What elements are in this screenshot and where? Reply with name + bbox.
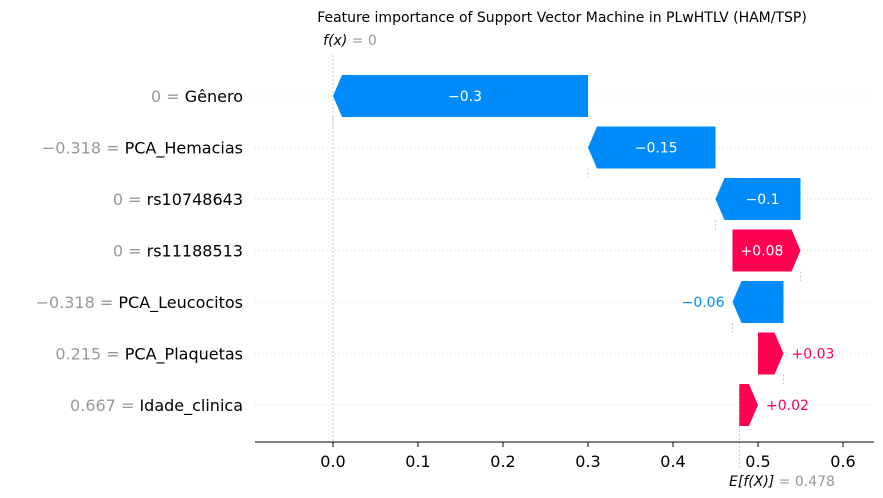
fx-annotation-value: = 0 — [347, 33, 377, 49]
fx-annotation-math: f(x) — [323, 33, 347, 49]
feature-name: rs10748643 — [147, 190, 243, 209]
waterfall-bar — [758, 332, 784, 375]
bar-value-label: +0.08 — [741, 244, 784, 260]
feature-value: 0.667 = — [70, 396, 139, 415]
waterfall-bar — [588, 126, 716, 169]
fx-annotation: f(x) = 0 — [323, 33, 377, 49]
feature-labels: −0.3 0 = Gênero −0.15 −0.318 = PCA_Hemacias… — [36, 87, 835, 416]
waterfall-bar — [739, 384, 758, 426]
feature-value: −0.318 = — [42, 139, 125, 158]
x-tick-label: 0.0 — [320, 452, 345, 471]
feature-name: PCA_Hemacias — [125, 139, 243, 159]
bar-value-label: +0.02 — [766, 398, 809, 414]
feature-label: 0.215 = PCA_Plaquetas — [55, 345, 243, 365]
reference-lines — [332, 55, 801, 470]
x-tick-label: 0.3 — [575, 452, 600, 471]
feature-value: −0.318 = — [36, 293, 119, 312]
feature-value: 0.215 = — [55, 345, 124, 364]
feature-label: −0.318 = PCA_Leucocitos — [36, 293, 243, 313]
feature-name: Idade_clinica — [139, 396, 243, 416]
feature-value: 0 = — [113, 242, 147, 261]
x-axis: 0.0 0.1 0.2 0.3 0.4 0.5 0.6 — [255, 441, 874, 471]
x-tick-label: 0.6 — [830, 452, 855, 471]
feature-name: PCA_Plaquetas — [125, 345, 243, 365]
feature-value: 0 = — [113, 190, 147, 209]
chart-title: Feature importance of Support Vector Mac… — [317, 10, 807, 26]
feature-name: rs11188513 — [147, 242, 243, 261]
bar-value-label: +0.03 — [792, 347, 835, 363]
feature-label: 0.667 = Idade_clinica — [70, 396, 243, 416]
bar-value-label: −0.06 — [682, 295, 725, 311]
feature-name: PCA_Leucocitos — [118, 293, 243, 313]
feature-value: 0 = — [151, 87, 185, 106]
feature-label: −0.318 = PCA_Hemacias — [42, 139, 243, 159]
x-tick-label: 0.5 — [745, 452, 770, 471]
x-tick-label: 0.1 — [405, 452, 430, 471]
bar-value-label: −0.1 — [746, 192, 780, 208]
ef-annotation-value: = 0.478 — [774, 474, 835, 490]
feature-label: 0 = rs11188513 — [113, 242, 243, 261]
bar-value-label: −0.15 — [635, 141, 678, 157]
feature-name: Gênero — [185, 87, 243, 106]
x-tick-label: 0.2 — [490, 452, 515, 471]
bar-value-label: −0.3 — [448, 89, 482, 105]
feature-label: 0 = rs10748643 — [113, 190, 243, 209]
waterfall-bar — [333, 75, 588, 117]
ef-annotation-math: E[f(X)] — [729, 474, 774, 490]
ef-annotation: E[f(X)] = 0.478 — [729, 474, 835, 490]
waterfall-bar — [715, 178, 801, 220]
waterfall-bar — [732, 229, 801, 272]
x-tick-label: 0.4 — [660, 452, 685, 471]
feature-label: 0 = Gênero — [151, 87, 243, 106]
bars — [333, 75, 801, 426]
waterfall-bar — [732, 281, 784, 323]
